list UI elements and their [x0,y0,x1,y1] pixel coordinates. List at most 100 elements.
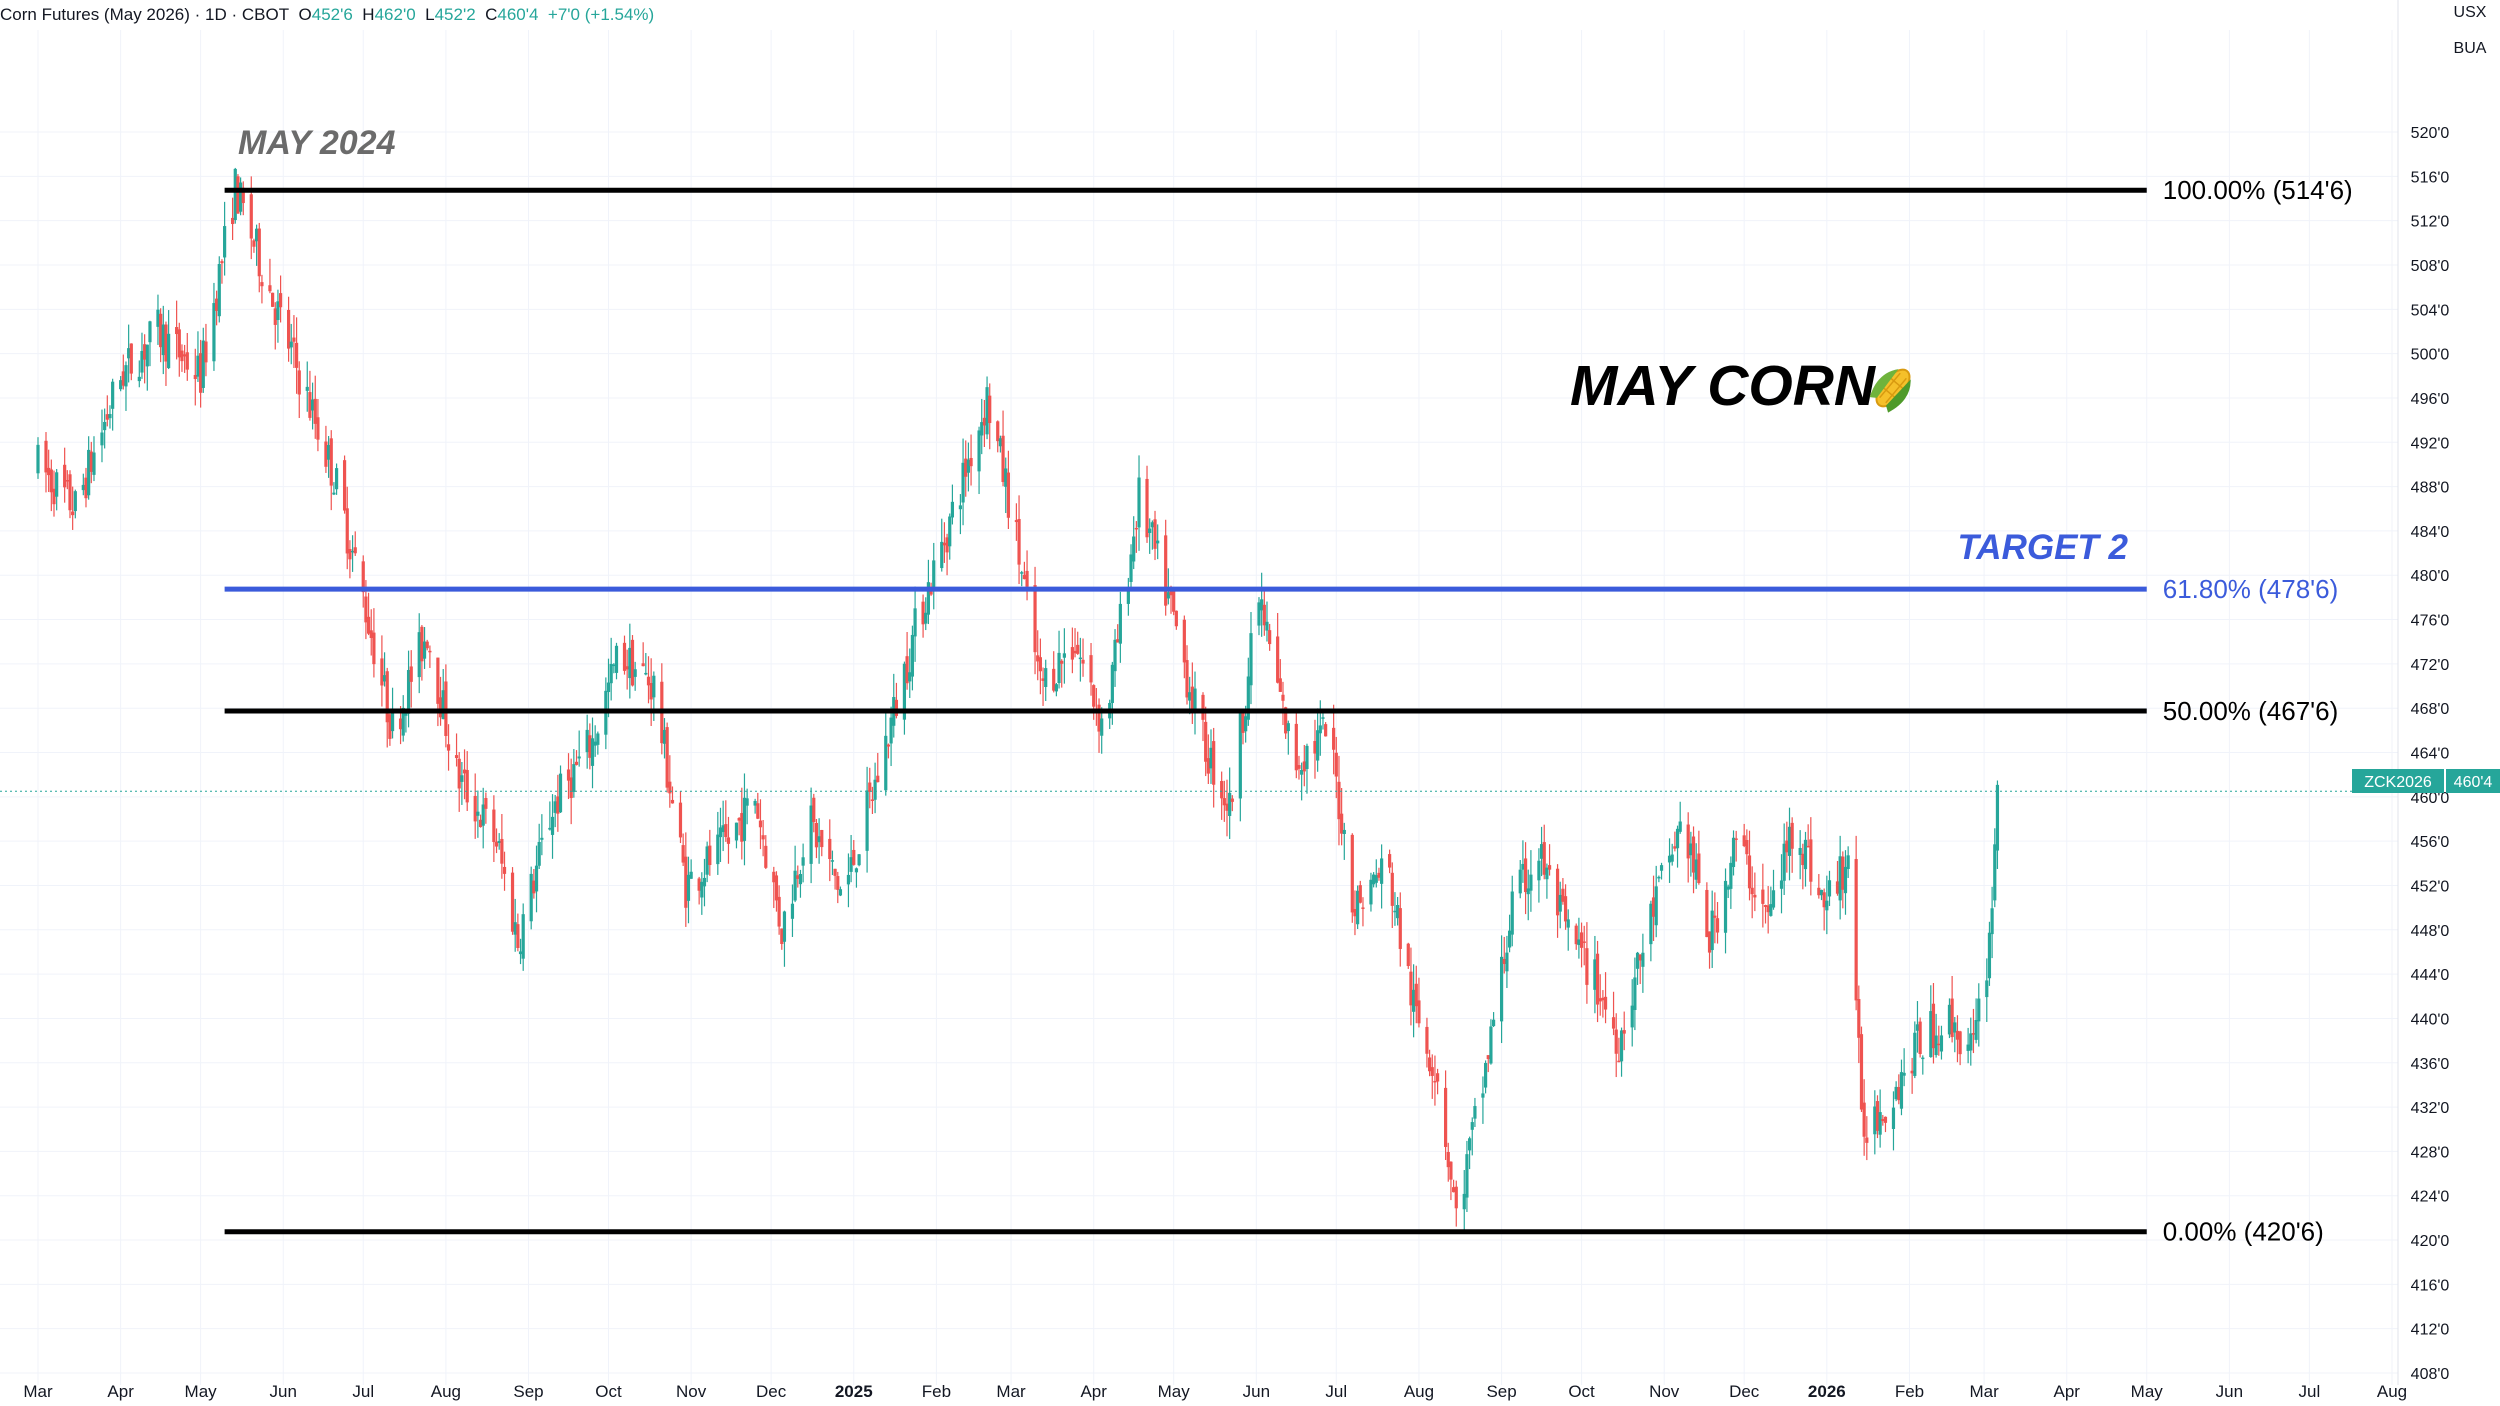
candle-down [1022,574,1026,580]
candle-down [1502,958,1506,965]
candle-down [1446,1152,1450,1168]
candle-down [1353,909,1357,917]
candle-up [1899,1072,1904,1109]
close-value: 460'4 [497,5,539,24]
price-axis[interactable]: 408'0 412'0 416'0 420'0 424'0 428'0 432'0 436'0… [2411,125,2450,1383]
candle-down [1451,1187,1456,1193]
candle-up [1641,952,1645,967]
candle-down [1212,741,1216,785]
candle-up [884,735,888,791]
time-tick-label: Sep [513,1382,543,1401]
currency-label[interactable]: USX [2453,4,2487,21]
time-tick-label: Oct [595,1382,622,1401]
price-tick-label: 500'0 [2411,347,2450,364]
candle-down [1278,678,1282,692]
candle-down [420,626,424,662]
candle-up [718,827,723,838]
candle-up [212,303,216,362]
candle-up [1782,843,1786,881]
candle-down [1337,781,1341,820]
candle-up [1057,652,1061,684]
candle-down [380,658,384,686]
time-tick-label: Dec [1729,1382,1760,1401]
candle-down [726,837,731,844]
candle-down [353,547,357,554]
time-axis[interactable]: Mar Apr May Jun Jul Aug Sep Oct Nov Dec 2025 Feb Mar… [23,1382,2407,1401]
candle-up [1878,1112,1882,1135]
candle-up [1156,540,1160,544]
candle-down [1563,896,1568,922]
candle-down [630,639,635,686]
candle-down [1835,881,1840,894]
candle-up [652,675,656,698]
candle-up [1150,522,1154,528]
price-tick-label: 476'0 [2411,613,2450,630]
candle-up [721,825,725,833]
candle-down [372,632,376,665]
candle-down [1686,824,1690,859]
candle-up [521,914,525,959]
candle-up [801,857,805,866]
candle-down [257,228,261,277]
time-tick-label: Feb [922,1382,951,1401]
price-tick-label: 504'0 [2411,302,2450,319]
candle-up [196,355,200,377]
candle-up [1657,876,1661,879]
candle-down [1523,858,1528,893]
candle-up [390,713,395,732]
candle-down [1617,1060,1621,1063]
fib-levels: 100.00% (514'6) 61.80% (478'6) 50.00% (467… [224,175,2353,1247]
candle-down [204,341,208,363]
candle-down [438,697,443,718]
candle-up [81,484,85,491]
candle-up [1846,855,1850,870]
price-tick-label: 408'0 [2411,1366,2450,1383]
candle-down [1268,630,1272,645]
candle-up [889,717,893,744]
candle-down [774,875,779,901]
time-tick-label: Jun [1243,1382,1270,1401]
candle-down [820,829,824,848]
candle-up [161,324,165,356]
candle-up [310,399,315,411]
candle-up [1372,874,1376,885]
price-tick-label: 512'0 [2411,214,2450,231]
candle-down [1841,856,1845,890]
candle-down [1145,478,1149,538]
candle-down [1390,872,1394,906]
time-tick-label: Dec [756,1382,787,1401]
candle-down [1361,907,1365,909]
candle-down [942,542,947,546]
candle-down [1734,838,1738,840]
candle-down [1350,834,1354,913]
candle-up [119,380,123,390]
candle-up [958,505,963,510]
candle-up [350,550,355,553]
candle-down [1204,721,1208,762]
candle-down [329,438,333,486]
candle-down [894,699,899,716]
candle-up [481,804,485,826]
candle-up [873,779,877,800]
candle-up [332,492,336,495]
candle-up [612,664,616,667]
candle-down [425,641,429,649]
price-tick-label: 492'0 [2411,435,2450,452]
candle-down [454,755,459,759]
candle-down [294,342,299,368]
candle-down [1076,644,1080,654]
candle-down [1937,1043,1941,1046]
time-tick-label: May [2131,1382,2164,1401]
unit-label[interactable]: BUA [2453,40,2487,57]
candle-down [462,769,467,774]
high-value: 462'0 [374,5,416,24]
candle-up [734,822,739,841]
candle-down [814,822,819,848]
candle-up [100,432,104,446]
candle-down [1854,859,1858,1001]
price-tick-label: 416'0 [2411,1277,2450,1294]
candle-down [143,344,147,360]
candle-up [1316,730,1320,761]
candle-up [140,350,144,373]
